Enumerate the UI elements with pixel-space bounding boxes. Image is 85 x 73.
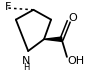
Text: N: N — [22, 56, 31, 66]
Text: O: O — [69, 13, 77, 23]
Polygon shape — [44, 37, 62, 41]
Text: OH: OH — [67, 56, 84, 66]
Text: H: H — [23, 63, 30, 72]
Text: F: F — [4, 2, 11, 12]
